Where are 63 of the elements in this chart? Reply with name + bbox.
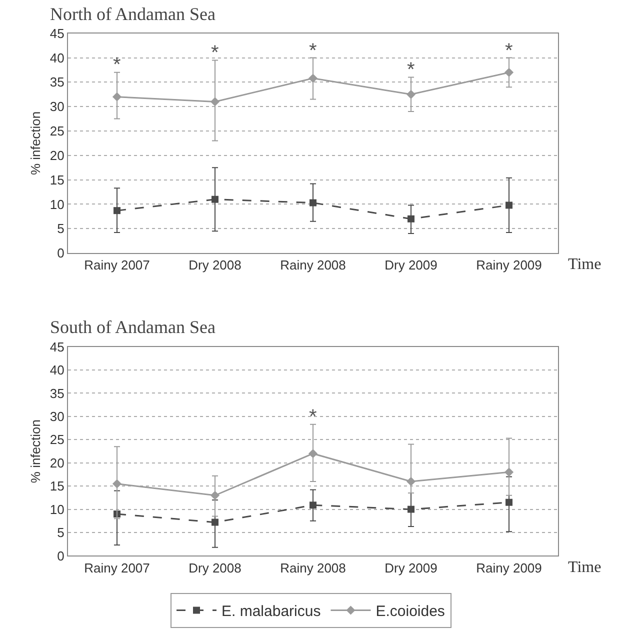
point [506, 202, 512, 209]
y-tick-label: 5 [57, 221, 64, 236]
annotation: * [505, 40, 513, 62]
y-tick-label: 5 [57, 525, 64, 540]
y-tick-label: 45 [50, 339, 64, 354]
x-tick-label: Dry 2009 [384, 258, 438, 273]
point [406, 476, 416, 486]
y-tick-label: 40 [50, 50, 64, 66]
point [210, 97, 220, 106]
y-tick-label: 30 [50, 99, 64, 114]
y-tick-label: 45 [50, 26, 64, 41]
y-tick-label: 20 [50, 148, 64, 163]
annotation: * [407, 59, 415, 81]
annotation: * [309, 406, 317, 428]
point [308, 74, 318, 83]
legend-label: E. malabaricus [222, 603, 321, 620]
y-tick-label: 35 [50, 74, 64, 90]
x-tick-label: Dry 2008 [188, 560, 242, 576]
point [406, 90, 416, 99]
y-tick-label: 10 [50, 196, 64, 212]
point [212, 196, 218, 203]
y-tick-label: 15 [50, 172, 64, 188]
point [408, 506, 414, 513]
y-axis-title: % infection [28, 111, 43, 176]
x-tick-label: Rainy 2008 [280, 258, 346, 273]
y-tick-label: 30 [50, 408, 64, 424]
point [504, 468, 514, 477]
annotation: * [211, 42, 219, 64]
x-tick-label: Rainy 2008 [280, 560, 346, 576]
y-tick-label: 0 [57, 548, 64, 564]
x-axis-title: Time [568, 559, 602, 576]
y-tick-label: 35 [50, 386, 64, 401]
y-tick-label: 40 [50, 362, 64, 378]
y-axis-title: % infection [28, 419, 43, 484]
x-tick-label: Rainy 2009 [476, 258, 542, 273]
x-tick-label: Rainy 2009 [476, 560, 542, 576]
y-tick-label: 25 [50, 124, 64, 139]
chart-title: South of Andaman Sea [50, 317, 216, 337]
y-tick-label: 0 [57, 246, 64, 261]
x-axis-title: Time [568, 256, 602, 273]
annotation: * [113, 54, 121, 76]
x-tick-label: Rainy 2007 [84, 560, 150, 576]
point [310, 199, 316, 206]
point [310, 502, 316, 509]
x-tick-label: Dry 2009 [384, 560, 438, 576]
point [506, 498, 512, 506]
chart-title: North of Andaman Sea [50, 4, 216, 24]
y-tick-label: 15 [50, 478, 64, 494]
x-tick-label: Dry 2008 [188, 258, 242, 273]
y-tick-label: 10 [50, 502, 64, 517]
x-tick-label: Rainy 2007 [84, 258, 150, 273]
y-tick-label: 25 [50, 432, 64, 448]
point [112, 479, 122, 488]
point [212, 518, 218, 526]
point [114, 207, 120, 214]
point [210, 490, 220, 500]
point [112, 92, 122, 102]
point [308, 449, 318, 458]
legend-label: E.coioides [376, 603, 445, 620]
annotation: * [309, 40, 317, 62]
point [408, 215, 414, 222]
y-tick-label: 20 [50, 455, 64, 470]
point [504, 68, 514, 77]
